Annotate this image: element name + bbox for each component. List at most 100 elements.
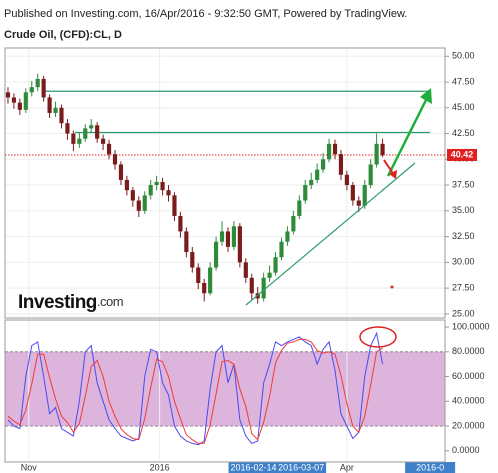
y-tick-label: 35.00 [452, 205, 475, 215]
candle-body [160, 181, 165, 191]
candle-body [237, 226, 242, 263]
candle-body [380, 143, 385, 155]
candle-body [130, 190, 135, 201]
red-arrowhead [389, 170, 397, 179]
red-dot [390, 285, 394, 289]
x-range-box [276, 462, 327, 473]
watermark-main: Investing [18, 292, 97, 313]
y-tick-label: 47.50 [452, 76, 475, 86]
candle-body [332, 143, 338, 155]
stochastic-line [7, 331, 384, 446]
y-tick-label: 32.50 [452, 231, 475, 241]
candle-body [267, 272, 272, 278]
candle-body [350, 185, 355, 201]
watermark: Investing.com [18, 292, 123, 313]
candle-body [196, 267, 201, 283]
y2-tick-label: 100.0000 [452, 321, 490, 331]
candle-body [89, 125, 94, 129]
watermark-suffix: .com [97, 294, 123, 309]
candle-body [309, 179, 314, 186]
candle-body [17, 102, 22, 110]
candle-body [142, 195, 147, 211]
stochastic-line [7, 338, 383, 444]
candle-body [243, 262, 248, 278]
x-range-box [228, 462, 279, 473]
x-range-box [405, 462, 456, 473]
candle-body [118, 164, 124, 180]
trendline [245, 162, 416, 306]
candle-body [65, 123, 70, 134]
x-tick-label: 2016 [150, 462, 170, 472]
candle-body [190, 252, 195, 268]
candle-body [23, 92, 28, 110]
candle-body [41, 78, 46, 98]
candle-body [47, 97, 52, 113]
header: Published on Investing.com, 16/Apr/2016 … [4, 8, 407, 20]
candle-body [172, 195, 177, 216]
candle-body [11, 97, 16, 103]
candle-body [344, 174, 349, 186]
y2-tick-label: 60.0000 [452, 371, 485, 381]
candle-body [154, 181, 159, 186]
candle-body [71, 133, 76, 144]
highlight-circle [359, 326, 397, 348]
candle-body [338, 154, 344, 175]
candle-body [273, 257, 278, 273]
candle-body [326, 143, 332, 160]
green-arrow [386, 95, 430, 177]
candle-body [106, 143, 112, 155]
stochastic-panel [4, 319, 446, 463]
y2-tick-label: 0.0000 [452, 445, 480, 455]
y2-tick-label: 40.0000 [452, 396, 485, 406]
candle-body [178, 215, 183, 232]
candle-body [249, 277, 254, 294]
candle-body [225, 231, 231, 247]
candle-body [136, 200, 141, 211]
y-tick-label: 50.00 [452, 51, 475, 61]
candle-body [208, 267, 213, 294]
candle-body [35, 78, 40, 88]
candle-body [368, 164, 373, 186]
y2-tick-label: 20.0000 [452, 420, 485, 430]
candle-body [124, 179, 129, 191]
y-tick-label: 25.00 [452, 308, 475, 318]
candle-body [356, 200, 361, 206]
candle-body [303, 185, 308, 201]
candle-body [148, 185, 153, 196]
x-tick-label: Nov [21, 462, 38, 472]
candle-body [83, 128, 88, 139]
candle-body [101, 138, 106, 144]
last-price-box [447, 148, 477, 161]
y2-tick-label: 80.0000 [452, 346, 485, 356]
price-panel [4, 47, 446, 319]
candle-body [77, 138, 82, 144]
candle-body [261, 277, 266, 299]
x-range-label: 2016-02-14 [231, 462, 277, 472]
candle-body [53, 107, 58, 113]
candle-body [59, 107, 64, 124]
y-tick-label: 30.00 [452, 257, 475, 267]
candle-body [5, 92, 11, 98]
green-arrowhead [420, 88, 432, 104]
x-range-label: 2016-03-07 [278, 462, 324, 472]
y-tick-label: 42.50 [452, 128, 475, 138]
candle-body [291, 215, 296, 232]
candle-body [315, 169, 320, 180]
candle-body [362, 185, 367, 206]
chart-title: Crude Oil, (CFD):CL, D [4, 29, 122, 41]
candle-body [231, 226, 236, 247]
candle-body [95, 125, 100, 139]
candle-body [214, 241, 219, 268]
candle-body [285, 231, 290, 242]
candle-body [297, 200, 302, 216]
y-tick-label: 37.50 [452, 179, 475, 189]
candle-body [374, 143, 379, 165]
candle-body [184, 231, 189, 253]
y-tick-label: 27.50 [452, 282, 475, 292]
candle-body [29, 87, 34, 93]
candle-body [202, 282, 207, 294]
last-price-label: 40.42 [451, 149, 474, 159]
candle-body [166, 190, 171, 196]
y-tick-label: 45.00 [452, 102, 475, 112]
